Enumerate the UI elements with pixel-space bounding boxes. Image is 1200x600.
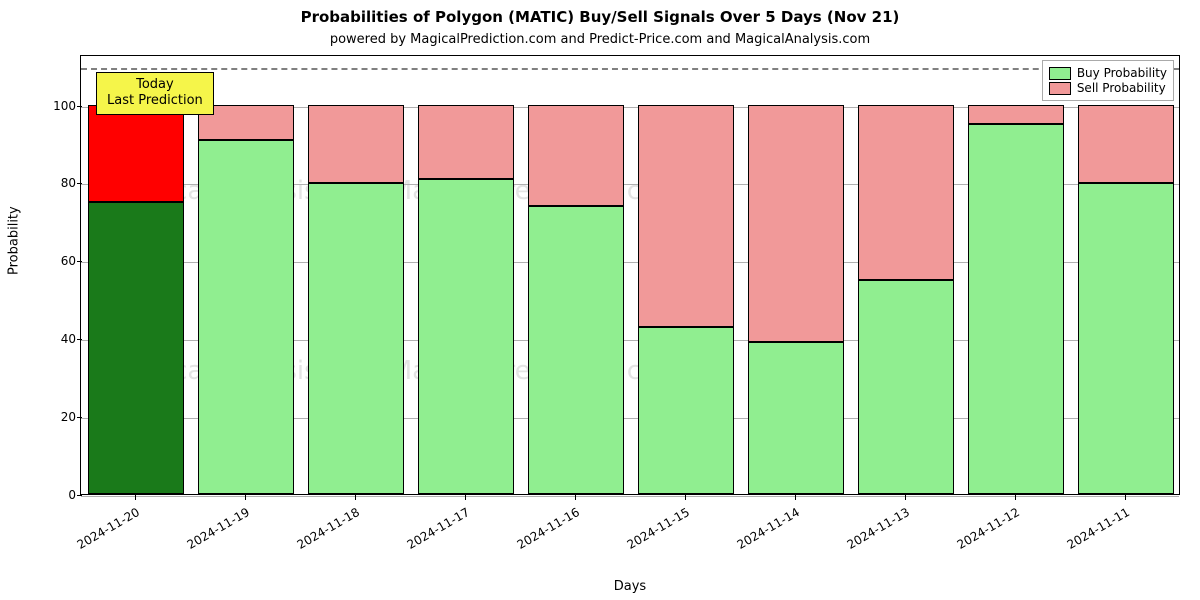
x-tick-label: 2024-11-13: [818, 505, 912, 567]
callout-line1: Today: [107, 77, 203, 93]
buy-bar: [748, 342, 845, 494]
buy-bar: [858, 280, 955, 494]
x-tick-mark: [245, 495, 246, 500]
bar-slot: [748, 56, 845, 494]
sell-bar: [968, 105, 1065, 124]
sell-bar: [638, 105, 735, 327]
x-tick-mark: [905, 495, 906, 500]
x-tick-label: 2024-11-11: [1038, 505, 1132, 567]
legend: Buy ProbabilitySell Probability: [1042, 60, 1174, 101]
buy-bar: [88, 202, 185, 494]
bar-slot: [968, 56, 1065, 494]
sell-bar: [748, 105, 845, 343]
x-tick-mark: [1125, 495, 1126, 500]
x-axis-label: Days: [80, 579, 1180, 594]
y-tick-label: 20: [50, 410, 76, 424]
chart-title: Probabilities of Polygon (MATIC) Buy/Sel…: [0, 8, 1200, 26]
callout-line2: Last Prediction: [107, 93, 203, 109]
bar-slot: [1078, 56, 1175, 494]
y-tick-label: 0: [50, 488, 76, 502]
sell-bar: [88, 105, 185, 202]
legend-item: Sell Probability: [1049, 81, 1167, 95]
x-tick-mark: [355, 495, 356, 500]
bar-slot: [858, 56, 955, 494]
x-tick-label: 2024-11-12: [928, 505, 1022, 567]
plot-area: MagicalAnalysis.com MagicalPrediction.co…: [80, 55, 1180, 495]
y-axis-label: Probability: [7, 206, 22, 275]
y-tick-label: 60: [50, 254, 76, 268]
x-tick-mark: [1015, 495, 1016, 500]
y-tick-label: 80: [50, 176, 76, 190]
y-tick-label: 100: [50, 99, 76, 113]
bar-slot: [418, 56, 515, 494]
bar-slot: [198, 56, 295, 494]
legend-swatch: [1049, 67, 1071, 80]
legend-swatch: [1049, 82, 1071, 95]
buy-bar: [1078, 183, 1175, 495]
sell-bar: [1078, 105, 1175, 183]
x-tick-mark: [465, 495, 466, 500]
bar-slot: [88, 56, 185, 494]
chart-subtitle: powered by MagicalPrediction.com and Pre…: [0, 32, 1200, 47]
buy-bar: [638, 327, 735, 494]
sell-bar: [308, 105, 405, 183]
x-tick-label: 2024-11-16: [488, 505, 582, 567]
x-tick-label: 2024-11-19: [158, 505, 252, 567]
buy-bar: [528, 206, 625, 494]
y-tick-label: 40: [50, 332, 76, 346]
x-tick-mark: [795, 495, 796, 500]
x-tick-label: 2024-11-18: [268, 505, 362, 567]
x-tick-label: 2024-11-20: [48, 505, 142, 567]
bar-slot: [528, 56, 625, 494]
buy-bar: [198, 140, 295, 494]
x-tick-label: 2024-11-17: [378, 505, 472, 567]
buy-bar: [968, 124, 1065, 494]
x-tick-label: 2024-11-15: [598, 505, 692, 567]
legend-label: Sell Probability: [1077, 81, 1166, 95]
x-tick-mark: [685, 495, 686, 500]
x-tick-label: 2024-11-14: [708, 505, 802, 567]
x-tick-mark: [135, 495, 136, 500]
buy-bar: [308, 183, 405, 495]
legend-item: Buy Probability: [1049, 66, 1167, 80]
bar-slot: [638, 56, 735, 494]
sell-bar: [858, 105, 955, 280]
today-callout: Today Last Prediction: [96, 72, 214, 115]
bar-slot: [308, 56, 405, 494]
legend-label: Buy Probability: [1077, 66, 1167, 80]
sell-bar: [528, 105, 625, 206]
x-tick-mark: [575, 495, 576, 500]
buy-bar: [418, 179, 515, 494]
sell-bar: [418, 105, 515, 179]
